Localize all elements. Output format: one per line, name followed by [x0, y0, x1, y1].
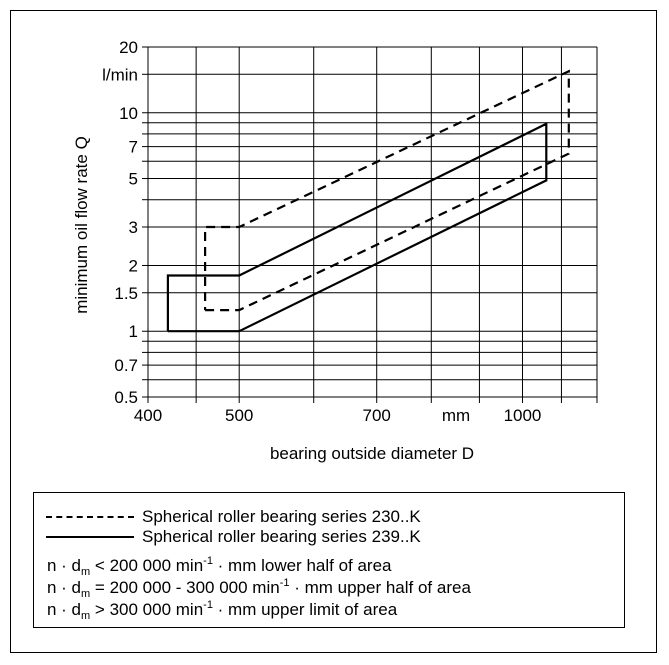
figure-frame	[10, 10, 657, 653]
legend-entry-230: Spherical roller bearing series 230..K	[34, 507, 421, 527]
legend: Spherical roller bearing series 230..K S…	[33, 492, 625, 628]
x-tick-label: 1000	[504, 406, 542, 425]
y-tick-label: 0.7	[114, 356, 138, 375]
y-tick-label: 20	[119, 38, 138, 57]
y-tick-label: l/min	[102, 65, 138, 84]
legend-dashed-line	[46, 516, 134, 518]
y-tick-label: 0.5	[114, 388, 138, 407]
legend-label-230: Spherical roller bearing series 230..K	[142, 507, 421, 526]
speed-note-lower: n · dm < 200 000 min-1 · mm lower half o…	[47, 555, 392, 578]
chart: 0.5 0.7 1 1.5 2 3 5 7 10 l/min 20 400 500 700 mm 1000 b…	[72, 38, 598, 463]
y-tick-label: 3	[129, 218, 138, 237]
speed-note-upper: n · dm > 300 000 min-1 · mm upper limit …	[47, 599, 398, 622]
series-239-boundary	[166, 122, 548, 333]
y-axis-label: minimum oil flow rate Q	[72, 136, 91, 314]
x-tick-label: mm	[442, 406, 470, 425]
grid	[142, 46, 598, 403]
series-layer	[166, 69, 570, 333]
x-axis-label: bearing outside diameter D	[270, 444, 474, 463]
speed-note-middle: n · dm = 200 000 - 300 000 min-1 · mm up…	[47, 577, 471, 600]
y-tick-label: 5	[129, 170, 138, 189]
y-tick-label: 1	[129, 322, 138, 341]
x-tick-label: 700	[363, 406, 391, 425]
legend-solid-line	[46, 536, 134, 538]
series-230-boundary	[204, 69, 570, 312]
y-tick-label: 7	[129, 138, 138, 157]
y-tick-label: 10	[119, 104, 138, 123]
legend-label-239: Spherical roller bearing series 239..K	[142, 527, 421, 546]
x-tick-label: 400	[134, 406, 162, 425]
y-tick-label: 2	[129, 256, 138, 275]
legend-entry-239: Spherical roller bearing series 239..K	[34, 527, 421, 547]
x-tick-label: 500	[225, 406, 253, 425]
y-tick-label: 1.5	[114, 284, 138, 303]
tick-labels: 0.5 0.7 1 1.5 2 3 5 7 10 l/min 20 400 500 700 mm 1000	[102, 38, 541, 425]
